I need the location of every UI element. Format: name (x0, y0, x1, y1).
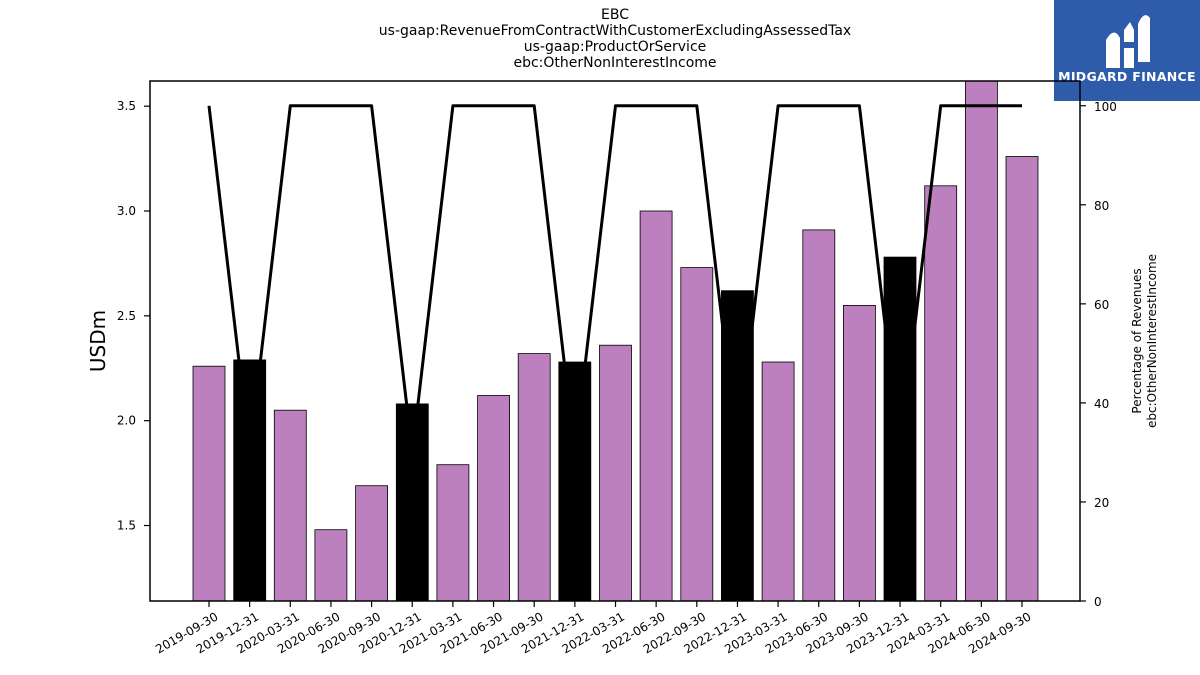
bar-2022-09-30 (680, 267, 714, 602)
bar-2019-12-31 (233, 359, 267, 602)
bars-group (192, 80, 1039, 602)
bar-2022-06-30 (639, 210, 673, 602)
bar-2020-12-31 (395, 403, 429, 602)
y2-tick-label: 0 (1094, 595, 1102, 609)
bar-2023-12-31 (883, 256, 917, 602)
y2-axis-label-line-2: ebc:OtherNonInterestIncome (1145, 254, 1159, 428)
bar-2021-03-31 (436, 464, 470, 602)
bar-2020-06-30 (314, 529, 348, 602)
bar-2024-03-31 (924, 185, 958, 602)
y2-tick-label: 80 (1094, 199, 1109, 213)
chart-title: EBC us-gaap:RevenueFromContractWithCusto… (150, 7, 1080, 71)
y2-tick-label: 40 (1094, 397, 1109, 411)
bar-2023-06-30 (802, 229, 836, 602)
y-tick-label: 3.0 (117, 204, 136, 218)
title-line-2: us-gaap:RevenueFromContractWithCustomerE… (378, 23, 852, 39)
bar-2021-12-31 (558, 361, 592, 602)
bar-2019-09-30 (192, 365, 226, 602)
bar-2021-06-30 (477, 395, 511, 602)
percentage-line (207, 104, 1022, 454)
bar-2022-03-31 (599, 344, 632, 602)
bar-2023-09-30 (843, 304, 876, 602)
title-line-4: ebc:OtherNonInterestIncome (513, 55, 717, 71)
title-line-1: EBC (601, 7, 629, 23)
y2-axis-label-line-1: Percentage of Revenues (1130, 268, 1144, 413)
y-tick-label: 1.5 (117, 519, 136, 533)
midgard-finance-logo: MIDGARD FINANCE (1054, 0, 1200, 101)
midgard-logo-icon (1106, 15, 1150, 68)
bar-2023-03-31 (761, 361, 795, 602)
title-line-3: us-gaap:ProductOrService (523, 39, 707, 55)
y-axis-label: USDm (86, 310, 110, 372)
y2-tick-label: 20 (1094, 496, 1109, 510)
bar-2024-09-30 (1005, 156, 1039, 602)
bar-2020-09-30 (355, 485, 389, 602)
line-group (207, 104, 1022, 454)
logo-text: MIDGARD FINANCE (1058, 69, 1196, 84)
bar-2021-09-30 (517, 353, 551, 602)
y2-tick-label: 100 (1094, 100, 1117, 114)
y-tick-label: 2.5 (117, 309, 136, 323)
y2-tick-label: 60 (1094, 298, 1109, 312)
bar-2024-06-30 (965, 80, 998, 602)
y-tick-label: 3.5 (117, 99, 136, 113)
bar-2020-03-31 (273, 409, 307, 602)
y-tick-label: 2.0 (117, 414, 136, 428)
